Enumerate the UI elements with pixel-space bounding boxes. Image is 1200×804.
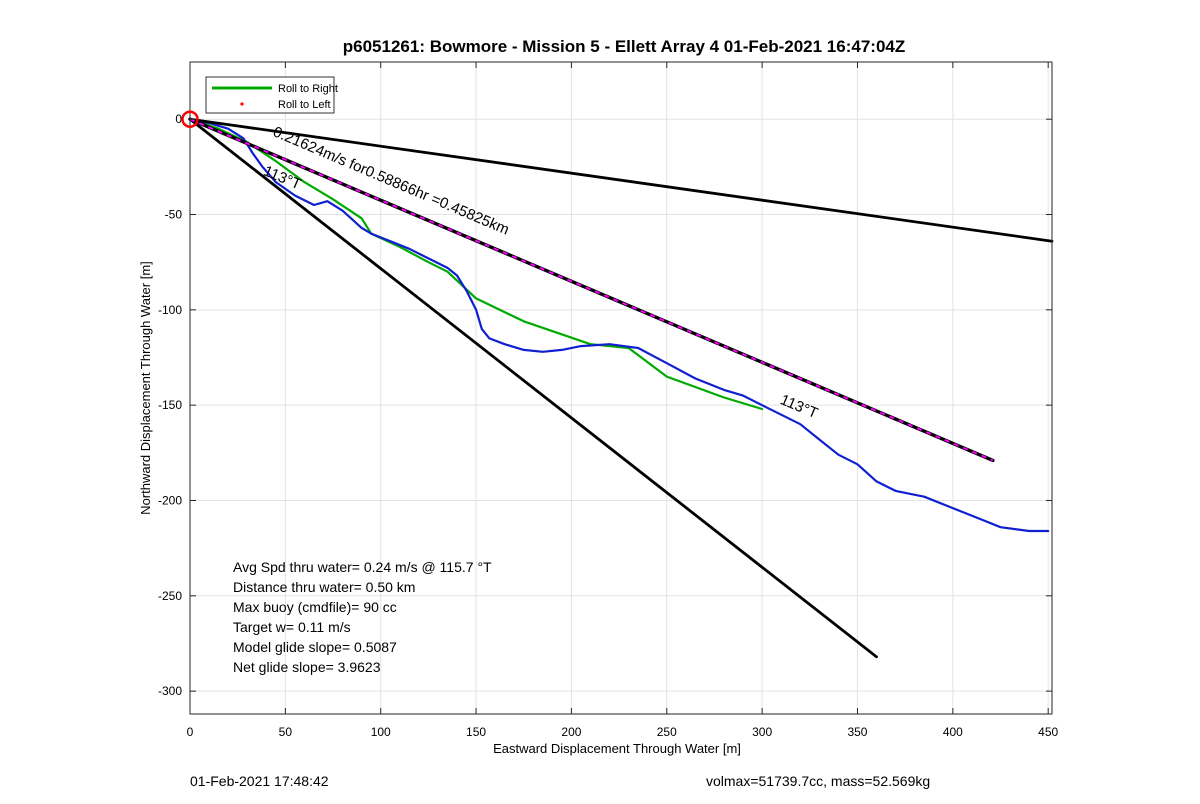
series-line-3 [188, 117, 878, 659]
y-tick-label: -300 [158, 684, 182, 698]
footer-timestamp: 01-Feb-2021 17:48:42 [190, 773, 329, 789]
chart-title: p6051261: Bowmore - Mission 5 - Ellett A… [343, 37, 906, 56]
series-line-4 [188, 117, 995, 463]
legend-label-roll-right: Roll to Right [278, 83, 338, 95]
series-group [188, 117, 1054, 659]
y-axis-label: Northward Displacement Through Water [m] [138, 261, 153, 515]
x-tick-label: 100 [371, 725, 391, 739]
stat-model-glide: Model glide slope= 0.5087 [233, 639, 397, 655]
tick-labels: 0 50 100 150 200 250 300 350 400 450 0 -50 -100 -150 -… [158, 62, 1059, 739]
x-tick-label: 200 [561, 725, 581, 739]
y-tick-label: 0 [175, 112, 182, 126]
x-tick-label: 300 [752, 725, 772, 739]
stat-net-glide: Net glide slope= 3.9623 [233, 659, 381, 675]
x-tick-label: 150 [466, 725, 486, 739]
annotation-label-2: 113°T [778, 391, 821, 422]
series-line-0 [188, 118, 764, 411]
y-tick-label: -100 [158, 303, 182, 317]
series-line-2 [188, 117, 1054, 243]
start-marker [181, 110, 199, 128]
x-tick-label: 250 [657, 725, 677, 739]
y-tick-label: -50 [165, 208, 183, 222]
annotation-label-0: 0.21624m/s for0.58866hr =0.45825km [270, 123, 511, 238]
y-tick-label: -150 [158, 398, 182, 412]
stat-avg-speed: Avg Spd thru water= 0.24 m/s @ 115.7 °T [233, 559, 492, 575]
y-tick-label: -200 [158, 493, 182, 507]
x-tick-label: 400 [943, 725, 963, 739]
x-tick-label: 0 [187, 725, 194, 739]
x-axis-label: Eastward Displacement Through Water [m] [493, 741, 741, 756]
x-tick-label: 350 [847, 725, 867, 739]
stat-max-buoy: Max buoy (cmdfile)= 90 cc [233, 599, 397, 615]
legend-swatch-roll-left [240, 102, 244, 106]
series-line-1 [188, 118, 1050, 533]
x-tick-label: 50 [279, 725, 293, 739]
y-tick-label: -250 [158, 589, 182, 603]
stat-distance: Distance thru water= 0.50 km [233, 579, 415, 595]
legend-label-roll-left: Roll to Left [278, 99, 331, 111]
x-tick-label: 450 [1038, 725, 1058, 739]
legend-box [205, 76, 335, 114]
axes-frame [189, 61, 1053, 715]
stat-target-w: Target w= 0.11 m/s [233, 619, 351, 635]
grid-lines [189, 62, 1052, 714]
stats-block: Avg Spd thru water= 0.24 m/s @ 115.7 °T … [233, 559, 492, 675]
legend: Roll to Right Roll to Left [205, 76, 338, 114]
footer-vol-mass: volmax=51739.7cc, mass=52.569kg [706, 773, 931, 789]
